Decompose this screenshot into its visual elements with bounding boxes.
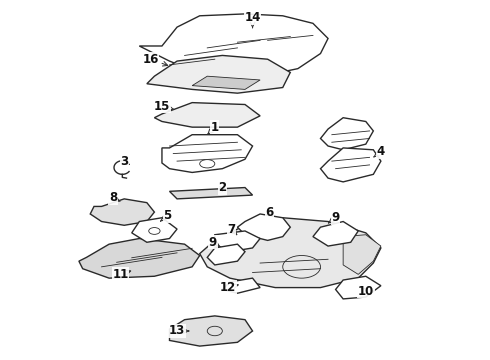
Text: 1: 1 [208,121,219,134]
Text: 8: 8 [109,191,120,204]
Text: 2: 2 [218,181,226,194]
Ellipse shape [200,159,215,168]
Polygon shape [336,276,381,299]
Text: 11: 11 [112,268,131,281]
Text: 7: 7 [228,222,237,235]
Text: 15: 15 [154,100,173,113]
Polygon shape [132,218,177,242]
Polygon shape [343,235,381,274]
Polygon shape [192,76,260,89]
Ellipse shape [149,228,160,234]
Text: 3: 3 [120,155,129,168]
Polygon shape [238,214,290,240]
Ellipse shape [207,326,222,336]
Polygon shape [313,221,358,246]
Polygon shape [170,316,252,346]
Text: 14: 14 [245,11,261,28]
Polygon shape [215,231,260,252]
Text: 9: 9 [329,211,340,224]
Polygon shape [147,55,290,93]
Polygon shape [90,199,154,225]
Polygon shape [154,103,260,127]
Text: 9: 9 [209,236,220,249]
Polygon shape [207,244,245,265]
Text: 13: 13 [169,324,189,337]
Text: 10: 10 [358,285,374,298]
Text: 12: 12 [220,281,238,294]
Text: 4: 4 [374,145,385,158]
Polygon shape [162,135,252,172]
Polygon shape [200,218,381,288]
Polygon shape [320,148,381,182]
Polygon shape [222,278,260,293]
Text: 5: 5 [161,210,171,222]
Ellipse shape [283,256,320,278]
Polygon shape [139,14,328,78]
Polygon shape [79,239,200,278]
Polygon shape [320,118,373,150]
Polygon shape [170,188,252,199]
Text: 6: 6 [266,206,273,219]
Text: 16: 16 [143,53,168,66]
